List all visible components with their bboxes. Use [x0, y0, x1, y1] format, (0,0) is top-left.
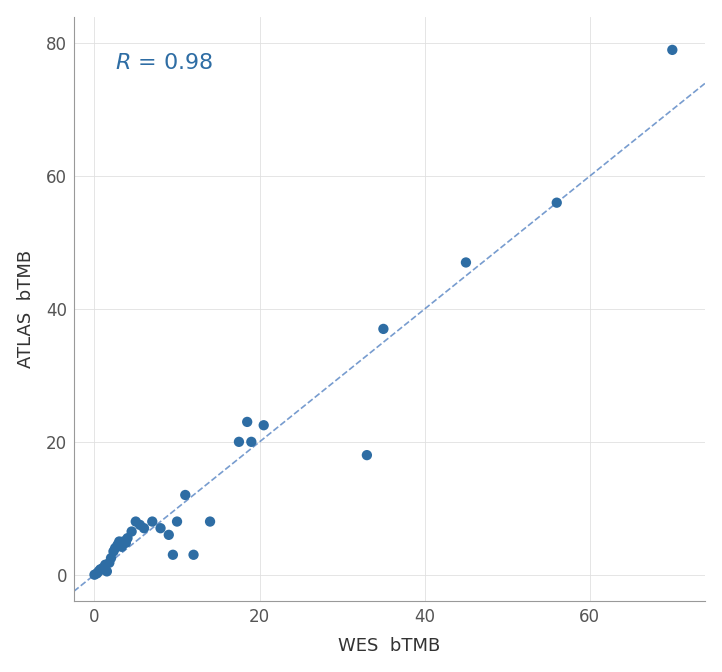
Point	[551, 198, 562, 208]
Point	[91, 568, 103, 579]
Point	[188, 550, 199, 560]
Point	[245, 436, 257, 447]
Point	[163, 530, 175, 540]
Point	[97, 562, 108, 573]
Point	[105, 553, 117, 564]
Point	[122, 533, 134, 544]
Point	[120, 538, 131, 548]
Point	[147, 516, 158, 527]
Point	[233, 436, 245, 447]
Point	[171, 516, 183, 527]
Point	[134, 519, 146, 530]
Point	[666, 44, 678, 55]
Point	[103, 557, 115, 568]
Point	[258, 420, 269, 431]
Point	[241, 417, 253, 427]
Y-axis label: ATLAS  bTMB: ATLAS bTMB	[17, 250, 35, 368]
Point	[118, 536, 129, 547]
Text: $\it{R}$ = 0.98: $\it{R}$ = 0.98	[115, 53, 214, 73]
Point	[460, 257, 471, 268]
Point	[155, 523, 166, 534]
Point	[112, 540, 123, 550]
Point	[108, 546, 119, 557]
Point	[130, 516, 142, 527]
Point	[109, 543, 121, 554]
Point	[95, 564, 106, 575]
Point	[180, 490, 191, 501]
Point	[100, 559, 111, 570]
X-axis label: WES  bTMB: WES bTMB	[339, 637, 440, 655]
Point	[126, 526, 137, 537]
Point	[204, 516, 216, 527]
Point	[89, 569, 100, 580]
Point	[93, 566, 105, 577]
Point	[101, 566, 113, 577]
Point	[361, 450, 373, 460]
Point	[167, 550, 178, 560]
Point	[138, 523, 149, 534]
Point	[116, 542, 128, 552]
Point	[113, 536, 125, 547]
Point	[378, 323, 389, 334]
